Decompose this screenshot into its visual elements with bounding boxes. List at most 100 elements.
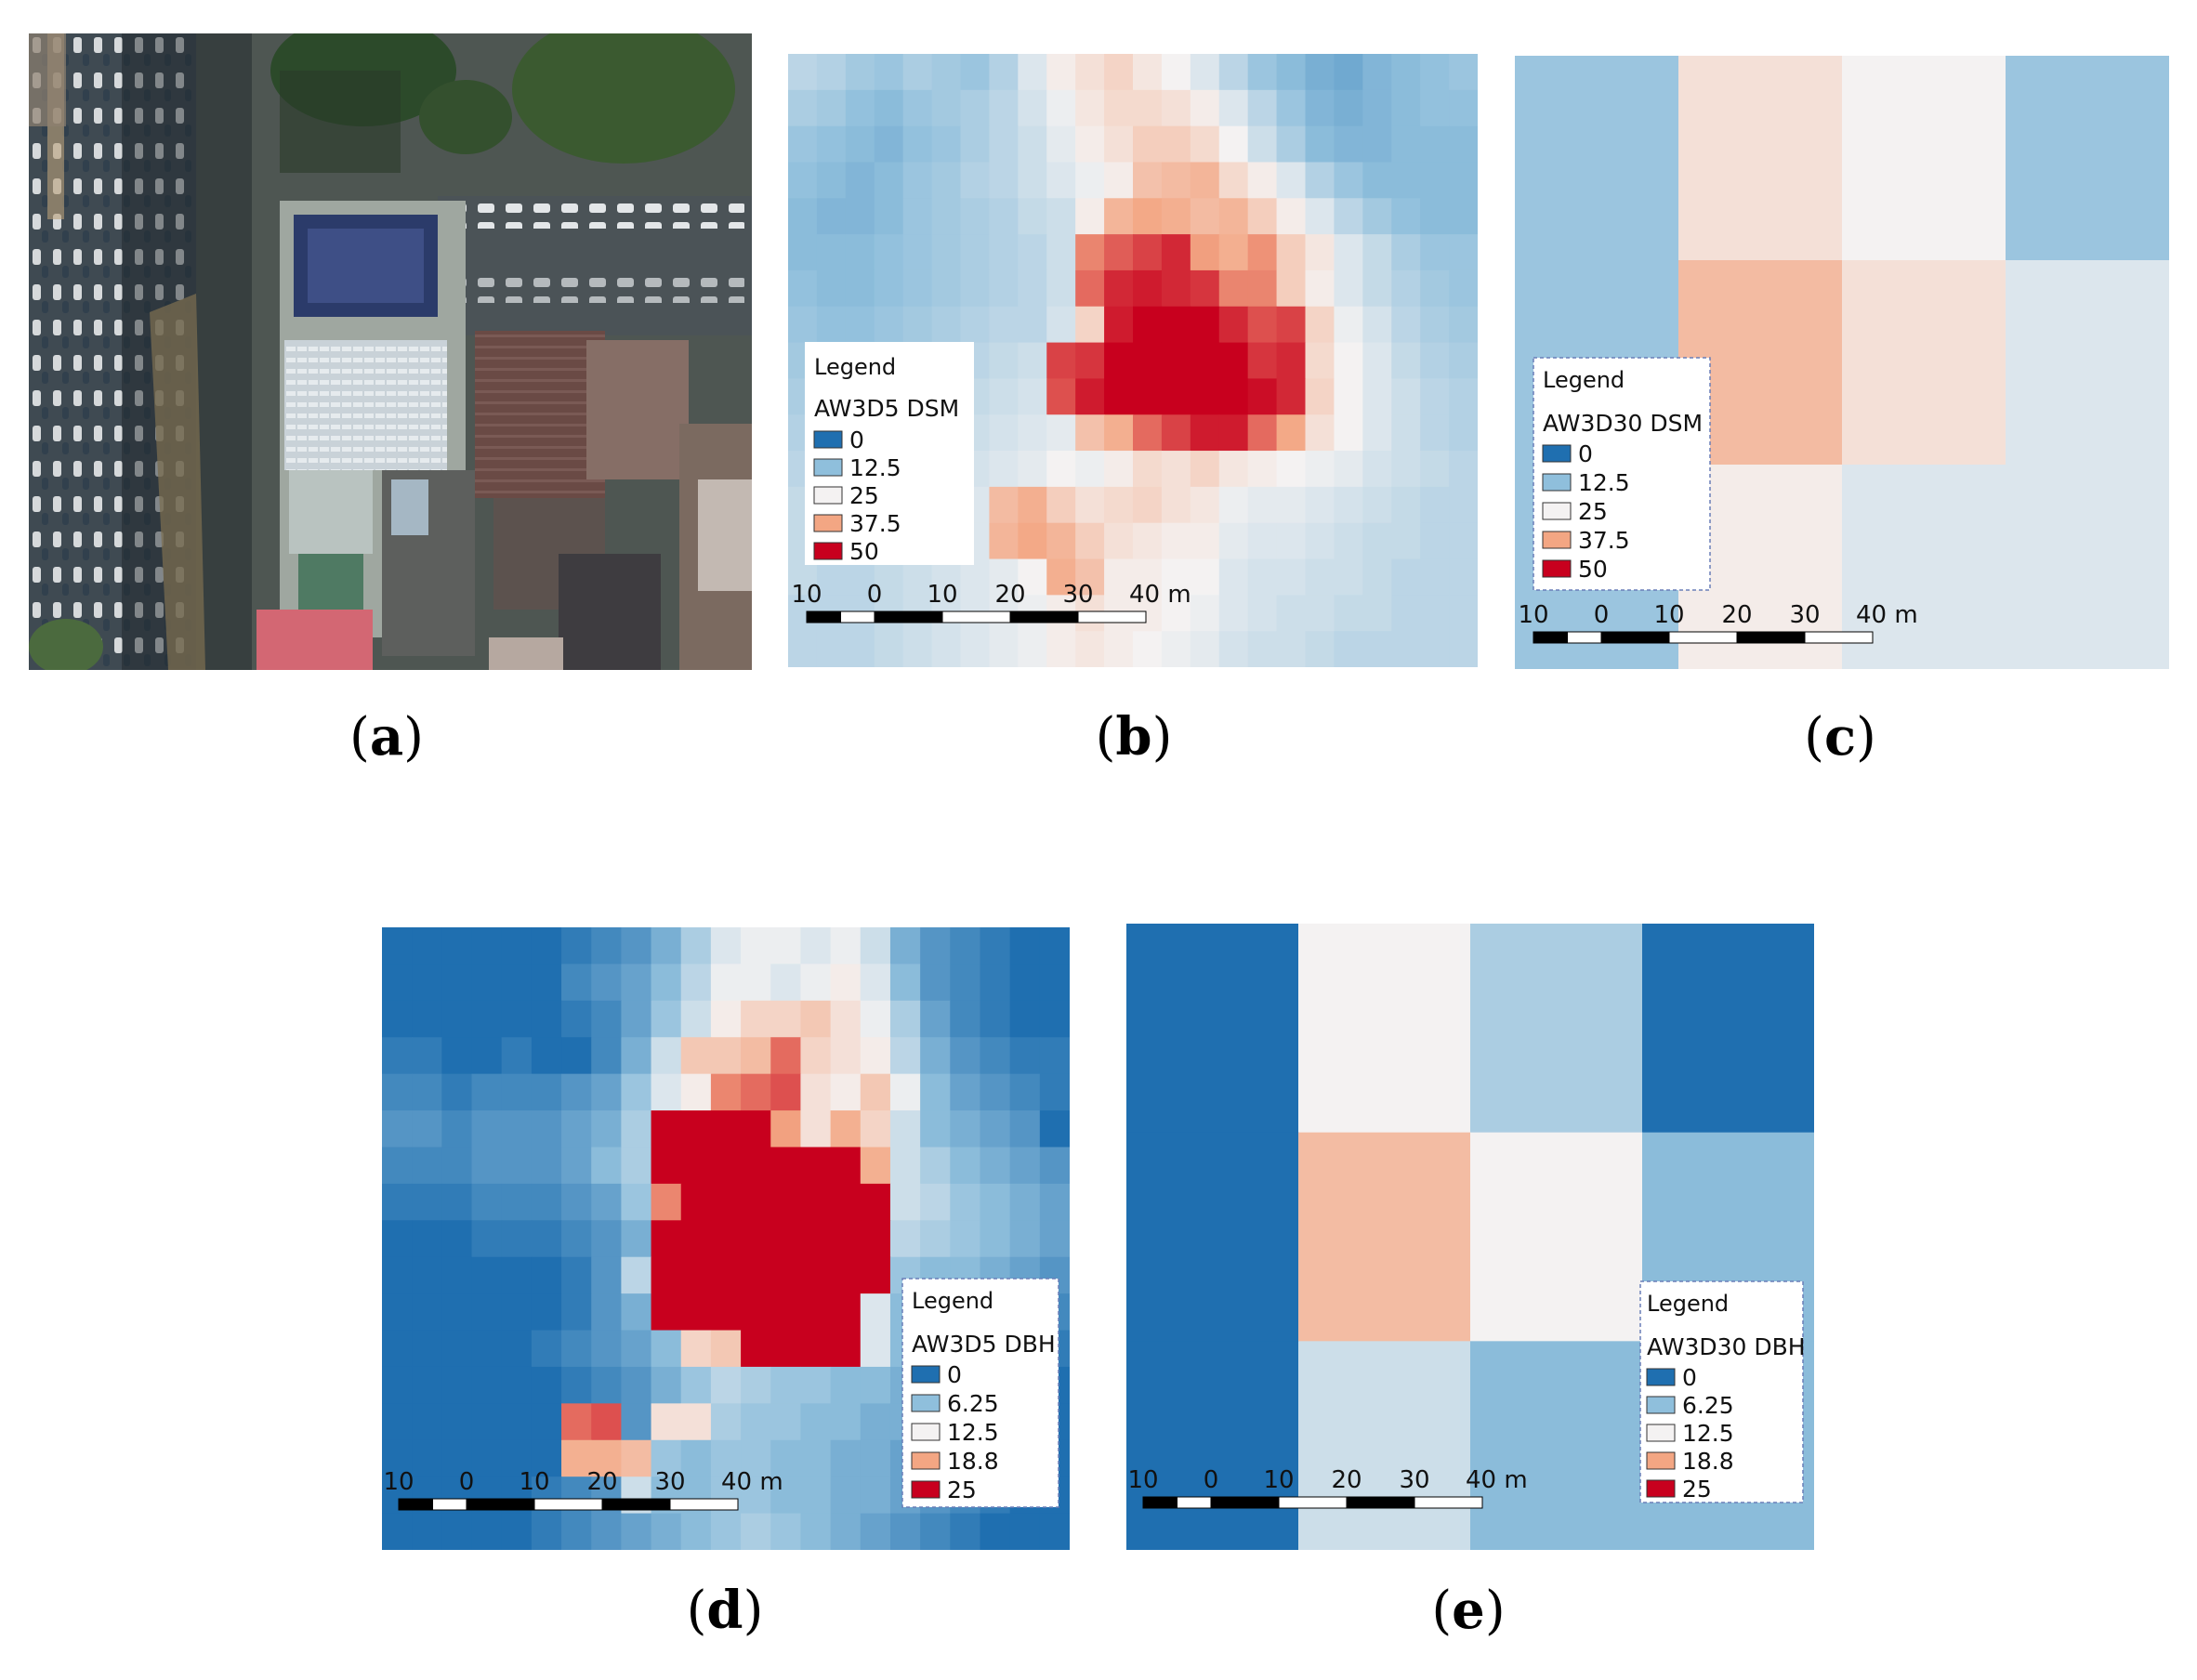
raster-cell <box>382 1110 413 1148</box>
raster-cell <box>1190 306 1220 344</box>
raster-cell <box>1161 486 1191 524</box>
raster-cell <box>651 1256 682 1294</box>
raster-cell <box>1449 198 1478 235</box>
legend-swatch <box>1646 1368 1676 1386</box>
raster-cell <box>501 1000 533 1038</box>
raster-cell <box>621 964 652 1002</box>
raster-cell <box>1046 558 1076 596</box>
raster-cell <box>860 1183 891 1221</box>
raster-cell <box>1161 342 1191 380</box>
raster-cell <box>1362 522 1392 560</box>
raster-cell <box>1247 342 1278 380</box>
raster-cell <box>561 1147 592 1185</box>
raster-cell <box>989 486 1019 524</box>
raster-cell <box>1247 451 1278 488</box>
raster-cell <box>471 1403 503 1441</box>
raster-cell <box>710 1256 742 1294</box>
raster-cell <box>1298 1132 1471 1342</box>
raster-cell <box>1305 558 1335 596</box>
raster-cell <box>621 1330 652 1368</box>
raster-cell <box>1449 89 1478 127</box>
panel-d-caption: (d) <box>686 1580 764 1641</box>
raster-cell <box>591 1256 622 1294</box>
legend-swatch <box>1646 1396 1676 1414</box>
raster-cell <box>1046 342 1076 380</box>
raster-cell <box>1449 378 1478 415</box>
raster-cell <box>680 927 712 965</box>
raster-cell <box>1449 269 1478 308</box>
raster-cell <box>889 1183 921 1221</box>
raster-cell <box>1276 486 1307 524</box>
raster-cell <box>501 1037 533 1075</box>
raster-cell <box>651 1073 682 1111</box>
raster-cell <box>788 631 818 667</box>
raster-cell <box>1247 522 1278 560</box>
scale-label: 0 <box>1594 601 1610 629</box>
raster-cell <box>382 1439 413 1477</box>
raster-cell <box>1218 198 1249 235</box>
scale-segment <box>1533 631 1568 644</box>
raster-cell <box>651 1513 682 1550</box>
raster-cell <box>710 1403 742 1441</box>
raster-cell <box>1046 89 1076 127</box>
raster-cell <box>651 1220 682 1258</box>
raster-cell <box>1305 342 1335 380</box>
legend-heading: Legend <box>814 354 896 380</box>
raster-cell <box>1039 1147 1070 1185</box>
raster-cell <box>1075 558 1105 596</box>
raster-cell <box>860 1366 891 1404</box>
raster-cell <box>591 927 622 965</box>
raster-cell <box>741 927 771 965</box>
raster-cell <box>1126 1132 1299 1342</box>
raster-cell <box>561 1439 592 1477</box>
raster-cell <box>889 964 921 1002</box>
raster-cell <box>1009 964 1041 1002</box>
scale-segment <box>941 610 1011 623</box>
raster-cell <box>1075 451 1105 488</box>
raster-cell <box>741 1220 771 1258</box>
raster-cell <box>1009 1110 1041 1148</box>
raster-cell <box>830 1366 862 1404</box>
raster-cell <box>741 1293 771 1332</box>
raster-cell <box>501 1366 533 1404</box>
raster-cell <box>1018 198 1047 235</box>
panel-c-map: Legend AW3D30 DSM 0 12.5 25 37.5 50 10 0 10 20 3… <box>1515 56 2169 669</box>
panel-d-map: Legend AW3D5 DBH 0 6.25 12.5 18.8 25 10 0 10 20… <box>382 927 1070 1550</box>
raster-cell <box>1190 162 1220 199</box>
raster-cell <box>1161 198 1191 235</box>
raster-cell <box>770 1366 802 1404</box>
raster-cell <box>788 558 818 596</box>
scale-segment <box>1600 631 1670 644</box>
raster-cell <box>501 927 533 965</box>
raster-cell <box>1046 306 1076 344</box>
raster-cell <box>1104 89 1134 127</box>
raster-cell <box>1276 125 1307 164</box>
raster-cell <box>561 1183 592 1221</box>
raster-cell <box>1391 522 1421 560</box>
raster-cell <box>531 1183 562 1221</box>
raster-cell <box>1190 54 1220 91</box>
raster-cell <box>830 1073 862 1111</box>
raster-cell <box>710 1110 742 1148</box>
raster-cell <box>1218 522 1249 560</box>
raster-cell <box>471 1439 503 1477</box>
raster-cell <box>1334 486 1363 524</box>
raster-cell <box>441 1330 473 1368</box>
raster-cell <box>989 306 1019 344</box>
raster-cell <box>591 1366 622 1404</box>
raster-cell <box>651 1366 682 1404</box>
raster-cell <box>989 631 1019 667</box>
raster-cell <box>788 125 818 164</box>
raster-cell <box>1305 54 1335 91</box>
raster-cell <box>741 1110 771 1148</box>
raster-cell <box>1218 125 1249 164</box>
raster-cell <box>1362 378 1392 415</box>
raster-cell <box>531 1073 562 1111</box>
raster-cell <box>441 1073 473 1111</box>
scale-segment <box>840 610 875 623</box>
raster-cell <box>931 89 962 127</box>
raster-cell <box>1420 269 1450 308</box>
legend-swatch <box>911 1394 941 1412</box>
scale-segment <box>1736 631 1806 644</box>
legend-label: 0 <box>1578 440 1593 467</box>
